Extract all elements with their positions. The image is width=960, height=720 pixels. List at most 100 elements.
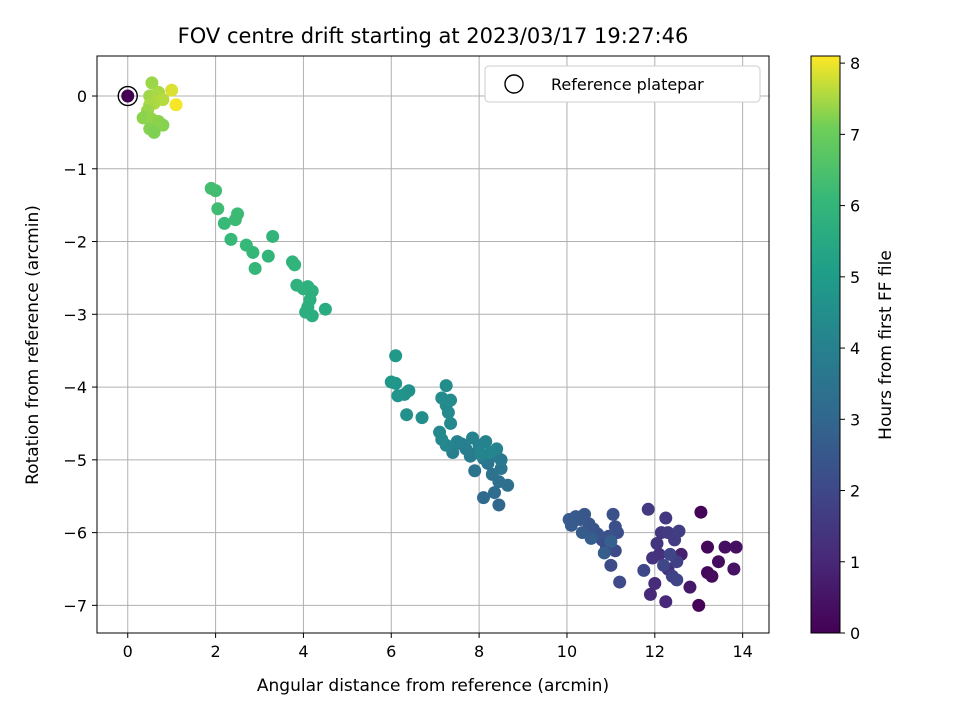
data-point <box>646 551 660 565</box>
data-point <box>613 575 627 589</box>
grid <box>97 56 769 633</box>
x-tick-label: 0 <box>123 642 133 661</box>
data-point <box>727 562 741 576</box>
data-point <box>435 391 449 405</box>
x-axis-ticks: 0 2 4 6 8 10 12 14 <box>123 633 753 661</box>
data-point <box>217 216 231 230</box>
data-point <box>147 125 161 139</box>
colorbar: 0 1 2 3 4 5 6 7 8 Hours from first FF file <box>810 54 896 643</box>
data-point <box>683 580 697 594</box>
reference-ring-icon <box>117 85 138 107</box>
data-point <box>643 587 657 601</box>
data-point <box>641 502 655 516</box>
x-tick-label: 14 <box>732 642 752 661</box>
x-axis-label: Angular distance from reference (arcmin) <box>257 676 609 696</box>
data-point <box>659 595 673 609</box>
data-point <box>606 507 620 521</box>
data-point <box>670 573 684 587</box>
y-tick-label: −3 <box>63 305 87 324</box>
data-point <box>477 491 491 505</box>
data-point <box>608 520 622 534</box>
y-tick-label: −2 <box>63 233 87 252</box>
data-point <box>169 98 183 112</box>
data-point <box>701 540 715 554</box>
y-tick-label: −7 <box>63 596 87 615</box>
data-point <box>597 546 611 560</box>
data-point <box>711 555 725 569</box>
y-tick-label: −6 <box>63 524 87 543</box>
data-point <box>266 229 280 243</box>
x-tick-label: 6 <box>386 642 396 661</box>
data-point <box>231 207 245 221</box>
data-point <box>145 76 159 90</box>
x-tick-label: 2 <box>210 642 220 661</box>
x-tick-label: 12 <box>645 642 665 661</box>
x-tick-label: 4 <box>298 642 308 661</box>
data-point <box>318 302 332 316</box>
data-point <box>663 547 677 561</box>
data-point <box>290 278 304 292</box>
data-point <box>479 435 493 449</box>
data-point <box>584 531 598 545</box>
data-point <box>224 232 238 246</box>
data-point <box>444 416 458 430</box>
data-point <box>285 255 299 269</box>
data-point <box>433 425 447 439</box>
data-point <box>672 524 686 538</box>
x-tick-label: 10 <box>557 642 577 661</box>
data-point <box>492 498 506 512</box>
chart-title: FOV centre drift starting at 2023/03/17 … <box>178 24 689 48</box>
data-point <box>400 408 414 422</box>
data-points <box>136 76 743 612</box>
data-point <box>391 389 405 403</box>
data-point <box>659 511 673 525</box>
colorbar-tick-label: 1 <box>850 553 860 572</box>
data-point <box>165 83 179 97</box>
data-point <box>564 518 578 532</box>
y-tick-label: −5 <box>63 451 87 470</box>
colorbar-tick-label: 3 <box>850 410 860 429</box>
data-point <box>439 379 453 393</box>
reference-marker <box>117 85 138 107</box>
y-tick-label: 0 <box>77 87 87 106</box>
colorbar-tick-label: 7 <box>850 125 860 144</box>
x-tick-label: 8 <box>474 642 484 661</box>
colorbar-tick-label: 6 <box>850 197 860 216</box>
colorbar-tick-label: 2 <box>850 482 860 501</box>
plot-frame <box>96 55 770 634</box>
data-point <box>604 558 618 572</box>
data-point <box>692 598 706 612</box>
data-point <box>204 181 218 195</box>
colorbar-gradient <box>810 55 841 634</box>
data-point <box>604 534 618 548</box>
data-point <box>729 540 743 554</box>
colorbar-label: Hours from first FF file <box>876 250 896 440</box>
colorbar-tick-label: 5 <box>850 268 860 287</box>
colorbar-tick-label: 4 <box>850 339 860 358</box>
data-point <box>694 505 708 519</box>
y-tick-label: −4 <box>63 378 87 397</box>
colorbar-ticks: 0 1 2 3 4 5 6 7 8 <box>840 54 860 643</box>
colorbar-tick-label: 0 <box>850 624 860 643</box>
data-point <box>650 537 664 551</box>
data-point <box>718 540 732 554</box>
y-axis-ticks: 0 −1 −2 −3 −4 −5 −6 −7 <box>63 87 97 615</box>
data-point <box>389 349 403 363</box>
data-point <box>261 249 275 263</box>
data-point <box>657 558 671 572</box>
data-point <box>637 563 651 577</box>
data-point <box>648 577 662 591</box>
legend-marker-icon <box>504 74 524 94</box>
data-point <box>384 375 398 389</box>
reference-point <box>121 89 135 103</box>
data-point <box>248 261 262 275</box>
data-point <box>211 202 225 216</box>
data-point <box>239 238 253 252</box>
data-point <box>474 447 488 461</box>
legend-label: Reference platepar <box>551 75 704 94</box>
y-axis-label: Rotation from reference (arcmin) <box>23 205 43 485</box>
legend: Reference platepar <box>484 65 761 103</box>
data-point <box>487 486 501 500</box>
y-tick-label: −1 <box>63 160 87 179</box>
